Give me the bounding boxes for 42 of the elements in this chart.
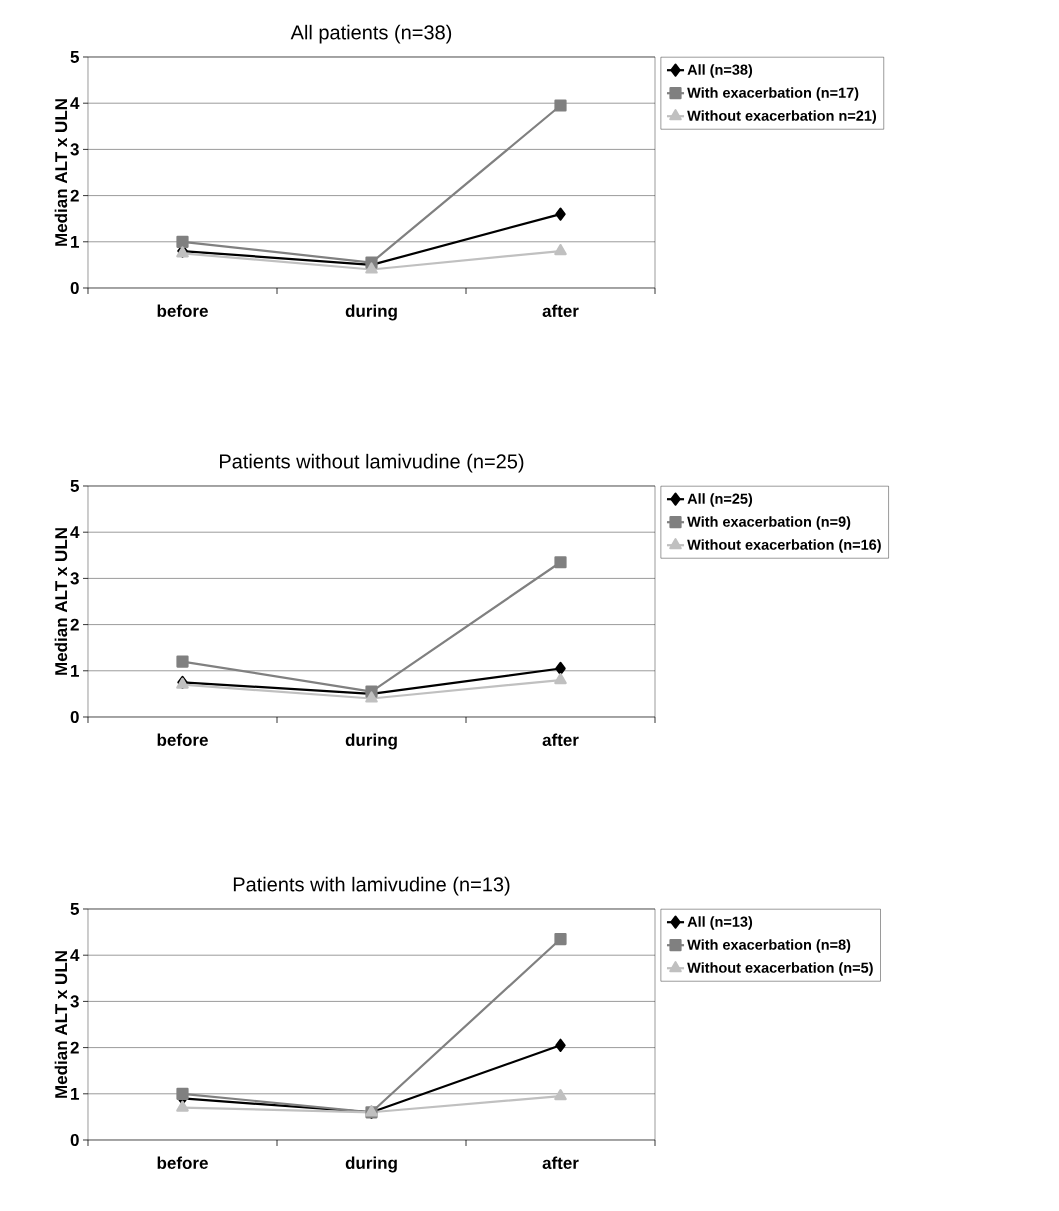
legend-label: All (n=38) [687,64,753,78]
y-tick-label: 0 [70,1133,79,1147]
legend-label: With exacerbation (n=17) [687,87,859,101]
y-tick-label: 2 [70,618,79,631]
y-tick-label: 4 [70,949,80,962]
x-tick-label: after [542,304,579,318]
y-tick-label: 2 [70,1041,79,1054]
y-axis-title: Median ALT x ULN [54,528,68,675]
y-tick-label: 5 [70,903,79,915]
legend-label: With exacerbation (n=8) [687,939,851,953]
x-tick-label: during [345,733,397,750]
y-tick-label: 3 [70,995,79,1008]
chart-title: Patients without lamivudine (n=25) [220,453,524,473]
y-tick-label: 3 [70,572,79,585]
y-tick-label: 0 [70,281,79,295]
legend-label: Without exacerbation (n=5) [687,962,873,976]
x-tick-label: after [542,733,579,747]
chart-title: Patients with lamivudine (n=13) [233,876,510,896]
x-tick-label: before [157,733,208,747]
y-tick-label: 5 [70,480,79,492]
legend-label: Without exacerbation (n=16) [687,539,881,553]
x-tick-label: after [542,1156,579,1170]
y-tick-label: 1 [71,235,79,248]
x-tick-label: before [157,1156,208,1170]
legend-label: Without exacerbation n=21) [687,110,877,124]
y-axis-title: Median ALT x ULN [54,99,68,246]
y-axis-title: Median ALT x ULN [54,951,68,1098]
y-tick-label: 2 [70,189,79,202]
legend-label: With exacerbation (n=9) [687,516,851,530]
y-tick-label: 5 [70,51,79,63]
y-tick-label: 3 [70,143,79,156]
x-tick-label: during [345,304,397,321]
y-tick-label: 0 [70,710,79,724]
y-tick-label: 4 [70,526,80,539]
chart-title: All patients (n=38) [290,24,452,44]
x-tick-label: during [345,1156,397,1173]
y-tick-label: 1 [71,664,79,677]
y-tick-label: 1 [71,1087,79,1100]
x-tick-label: before [157,304,208,318]
y-tick-label: 4 [70,97,80,110]
legend-label: All (n=13) [687,916,753,930]
legend-label: All (n=25) [687,493,753,507]
